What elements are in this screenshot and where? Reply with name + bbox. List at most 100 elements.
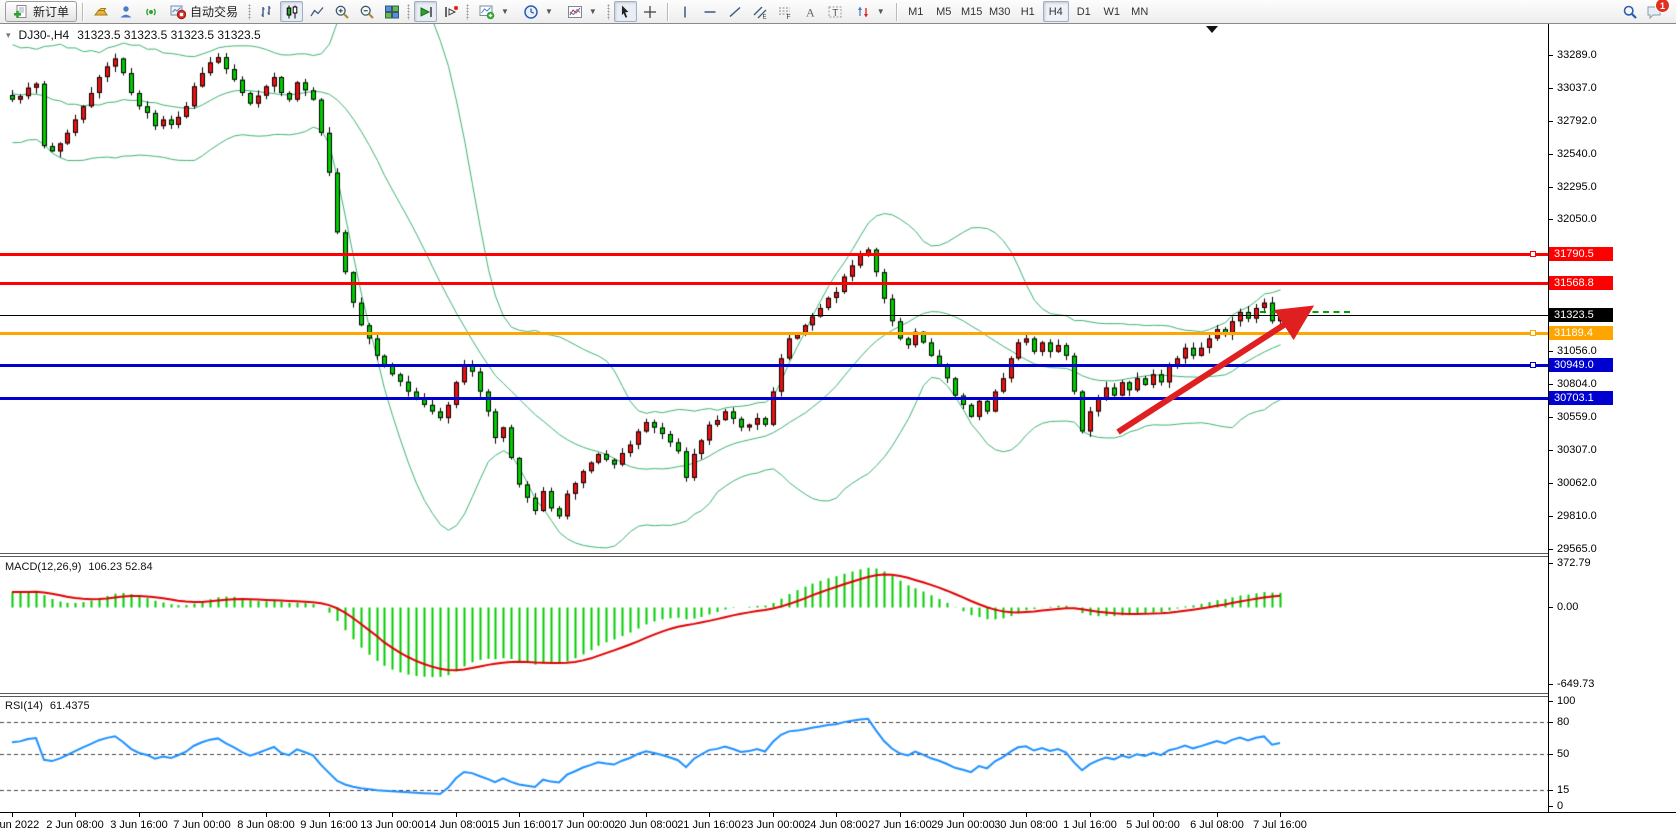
timeframe-h1-button[interactable]: H1	[1020, 5, 1035, 18]
bar-chart-button[interactable]	[255, 1, 278, 22]
template-icon	[567, 4, 583, 20]
text-label-tool-button[interactable]: T	[824, 1, 847, 22]
pane-separator-rsi[interactable]	[0, 693, 1676, 697]
time-label: 20 Jun 08:00	[614, 819, 678, 831]
chart-title: ▾ DJ30-,H4 31323.5 31323.5 31323.5 31323…	[6, 28, 261, 42]
autotrading-button[interactable]: 自动交易	[164, 1, 244, 22]
price-tick-33037.0: 33037.0	[1557, 82, 1597, 94]
support-line-1[interactable]	[0, 364, 1548, 368]
line-chart-button[interactable]	[305, 1, 328, 22]
one-click-trading-toggle[interactable]: ▾	[6, 29, 11, 40]
price-axis[interactable]: 33289.0 33037.0 32792.0 32540.0 32295.0 32050…	[1548, 24, 1676, 812]
notifications-button[interactable]: 1	[1643, 0, 1670, 22]
rsi-tick-80: 80	[1557, 716, 1570, 728]
macd-indicator-label: MACD(12,26,9) 106.23 52.84	[5, 561, 153, 573]
auto-scroll-icon	[418, 4, 434, 20]
rsi-pane-canvas[interactable]	[0, 697, 1548, 812]
pane-separator-macd[interactable]	[0, 553, 1676, 557]
new-order-button[interactable]: 新订单	[5, 1, 78, 22]
time-axis[interactable]: 1 Jun 2022 2 Jun 08:00 3 Jun 16:00 7 Jun 00…	[0, 812, 1676, 836]
periods-button[interactable]: ▼	[517, 1, 559, 22]
chart-shift-icon	[443, 4, 459, 20]
support-line-1-handle[interactable]	[1530, 362, 1536, 369]
crosshair-tool-button[interactable]	[639, 1, 662, 22]
svg-text:F: F	[787, 14, 791, 20]
rsi-value: 61.4375	[49, 700, 90, 712]
chart-shift-button[interactable]	[439, 1, 462, 22]
vertical-line-icon	[677, 4, 693, 20]
templates-button[interactable]: ▼	[561, 1, 603, 22]
indicators-button[interactable]: ▼	[473, 1, 515, 22]
text-icon: A	[802, 4, 818, 20]
time-label: 7 Jul 16:00	[1253, 819, 1307, 831]
svg-text:T: T	[832, 7, 838, 18]
market-button[interactable]	[89, 1, 112, 22]
macd-name: MACD(12,26,9)	[5, 561, 82, 573]
vertical-line-tool-button[interactable]	[674, 1, 697, 22]
price-chart-canvas[interactable]	[0, 24, 1548, 553]
support-line-1-price-tag: 30949.0	[1549, 358, 1613, 372]
price-tick-33289.0: 33289.0	[1557, 49, 1597, 61]
timeframe-mn-button[interactable]: MN	[1131, 5, 1149, 18]
zoom-out-icon	[359, 4, 375, 20]
macd-pane-canvas[interactable]	[0, 557, 1548, 693]
indicators-icon	[479, 4, 495, 20]
text-tool-button[interactable]: A	[799, 1, 822, 22]
rsi-name: RSI(14)	[5, 700, 43, 712]
time-label: 23 Jun 00:00	[741, 819, 805, 831]
time-label: 1 Jun 2022	[0, 819, 40, 831]
candlestick-chart-icon	[284, 4, 300, 20]
pivot-line[interactable]	[0, 332, 1548, 336]
tile-windows-button[interactable]	[380, 1, 403, 22]
time-label: 9 Jun 16:00	[300, 819, 358, 831]
arrows-tool-button[interactable]: ▼	[849, 1, 891, 22]
resistance-line-2[interactable]	[0, 281, 1548, 285]
timeframe-h4-button[interactable]: H4	[1042, 1, 1069, 22]
cursor-arrow-icon	[617, 4, 633, 20]
arrows-dropdown-caret: ▼	[876, 7, 885, 16]
trendline-tool-button[interactable]	[724, 1, 747, 22]
chart-region: ▾ DJ30-,H4 31323.5 31323.5 31323.5 31323…	[0, 24, 1676, 836]
fibonacci-tool-button[interactable]: F	[774, 1, 797, 22]
timeframe-w1-button[interactable]: W1	[1103, 5, 1120, 18]
zoom-in-button[interactable]	[330, 1, 353, 22]
channel-tool-button[interactable]: E	[749, 1, 772, 22]
timeframe-m1-button[interactable]: M1	[908, 5, 924, 18]
templates-dropdown-caret: ▼	[588, 7, 597, 16]
arrow-objects-icon	[855, 4, 871, 20]
signals-button[interactable]	[139, 1, 162, 22]
timeframe-d1-button[interactable]: D1	[1076, 5, 1091, 18]
time-label: 3 Jun 16:00	[110, 819, 168, 831]
cursor-tool-button[interactable]	[613, 1, 637, 22]
time-label: 24 Jun 08:00	[804, 819, 868, 831]
time-label: 21 Jun 16:00	[677, 819, 741, 831]
zoom-in-icon	[334, 4, 350, 20]
price-tick-32792.0: 32792.0	[1557, 115, 1597, 127]
price-tick-32050.0: 32050.0	[1557, 213, 1597, 225]
timeframe-m5-button[interactable]: M5	[936, 5, 952, 18]
zoom-out-button[interactable]	[355, 1, 378, 22]
search-button[interactable]	[1618, 1, 1641, 22]
candlestick-chart-button[interactable]	[280, 1, 304, 22]
time-label: 5 Jul 00:00	[1126, 819, 1180, 831]
timeframe-m15-button[interactable]: M15	[961, 5, 983, 18]
timeframe-m30-button[interactable]: M30	[989, 5, 1011, 18]
rsi-tick-100: 100	[1557, 695, 1576, 707]
support-line-2-price-tag: 30703.1	[1549, 391, 1613, 405]
time-label: 14 Jun 08:00	[424, 819, 488, 831]
auto-scroll-button[interactable]	[414, 1, 438, 22]
profile-button[interactable]	[114, 1, 137, 22]
time-label: 27 Jun 16:00	[868, 819, 932, 831]
resistance-line-1-handle[interactable]	[1530, 250, 1536, 257]
horizontal-line-tool-button[interactable]	[699, 1, 722, 22]
pivot-line-handle[interactable]	[1530, 330, 1536, 337]
price-tick-31056.0: 31056.0	[1557, 345, 1597, 357]
chart-shift-marker[interactable]	[1206, 26, 1218, 33]
notification-badge: 1	[1655, 0, 1670, 13]
bid-price-line[interactable]	[0, 315, 1548, 317]
support-line-2[interactable]	[0, 396, 1548, 400]
price-tick-32295.0: 32295.0	[1557, 181, 1597, 193]
resistance-line-1[interactable]	[0, 252, 1548, 256]
new-order-icon	[13, 4, 29, 20]
